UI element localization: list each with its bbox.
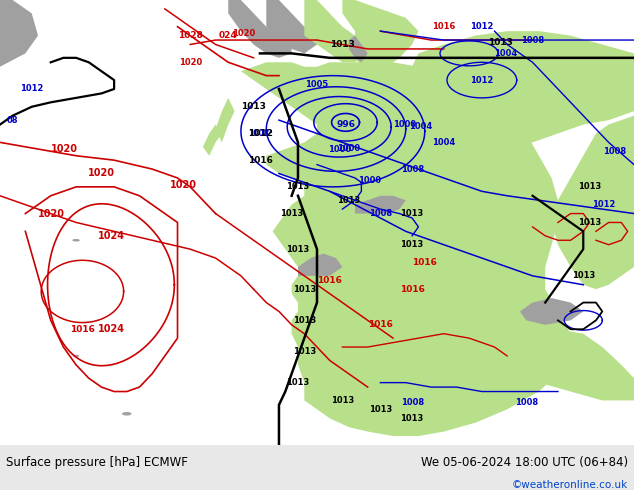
Text: 1013: 1013 — [287, 378, 309, 387]
Text: 1020: 1020 — [233, 29, 256, 38]
Text: 1016: 1016 — [70, 325, 95, 334]
Text: 1008⁴: 1008⁴ — [248, 129, 272, 138]
Text: 1013: 1013 — [242, 102, 266, 111]
Polygon shape — [266, 0, 317, 53]
Ellipse shape — [122, 412, 132, 416]
Text: 1012: 1012 — [248, 129, 273, 138]
Text: 1013: 1013 — [330, 40, 355, 49]
Text: 1008: 1008 — [369, 209, 392, 218]
Text: 1013: 1013 — [337, 196, 360, 205]
Text: 1000: 1000 — [337, 144, 360, 153]
Polygon shape — [203, 124, 222, 156]
Text: Surface pressure [hPa] ECMWF: Surface pressure [hPa] ECMWF — [6, 457, 188, 469]
Text: 1013: 1013 — [401, 240, 424, 249]
Text: 1004: 1004 — [409, 122, 432, 131]
Text: 1012: 1012 — [470, 22, 493, 31]
Text: 996: 996 — [336, 120, 355, 129]
Text: 024: 024 — [219, 31, 238, 40]
Text: 1004: 1004 — [495, 49, 518, 58]
Text: 1005: 1005 — [306, 80, 328, 89]
Text: We 05-06-2024 18:00 UTC (06+84): We 05-06-2024 18:00 UTC (06+84) — [420, 457, 628, 469]
Text: 1013: 1013 — [293, 285, 316, 294]
Polygon shape — [520, 298, 583, 325]
Text: 1008: 1008 — [515, 398, 538, 407]
Text: 1013: 1013 — [287, 245, 309, 254]
Text: 1016: 1016 — [432, 22, 455, 31]
Text: 1016: 1016 — [399, 285, 425, 294]
Text: 1013: 1013 — [287, 182, 309, 192]
Text: 1013: 1013 — [488, 38, 514, 47]
Text: 1012: 1012 — [20, 84, 43, 94]
Polygon shape — [349, 36, 368, 62]
Text: 1016: 1016 — [412, 258, 437, 267]
Text: 1020: 1020 — [88, 168, 115, 178]
Text: 1008: 1008 — [401, 398, 424, 407]
Polygon shape — [609, 196, 634, 227]
Text: 1000: 1000 — [358, 176, 381, 185]
Polygon shape — [216, 98, 235, 143]
Polygon shape — [298, 254, 342, 276]
Polygon shape — [304, 0, 368, 62]
Ellipse shape — [72, 239, 80, 242]
Text: 1000: 1000 — [328, 145, 351, 153]
Polygon shape — [495, 329, 634, 400]
Text: 1020: 1020 — [38, 209, 65, 219]
Text: 1013: 1013 — [280, 209, 303, 218]
Polygon shape — [552, 116, 634, 289]
Polygon shape — [0, 0, 38, 67]
Text: 1008: 1008 — [521, 36, 544, 45]
Text: ©weatheronline.co.uk: ©weatheronline.co.uk — [512, 480, 628, 490]
Text: 1024: 1024 — [98, 324, 124, 334]
Text: 1013: 1013 — [578, 182, 601, 192]
Text: 1012: 1012 — [592, 200, 615, 209]
Text: 1020: 1020 — [179, 58, 202, 67]
Text: 1012: 1012 — [470, 75, 493, 85]
Polygon shape — [228, 0, 292, 58]
Text: 1008: 1008 — [604, 147, 626, 156]
Text: 1013: 1013 — [369, 405, 392, 414]
Text: 1020: 1020 — [171, 180, 197, 190]
Text: 1013: 1013 — [401, 414, 424, 423]
Text: 08: 08 — [7, 116, 18, 124]
Text: 1020: 1020 — [51, 144, 78, 154]
Text: 1016: 1016 — [248, 156, 273, 165]
Text: 1013: 1013 — [331, 396, 354, 405]
Polygon shape — [412, 31, 634, 143]
Text: 1004: 1004 — [432, 138, 455, 147]
Text: 1013: 1013 — [293, 316, 316, 325]
Text: 1028: 1028 — [178, 31, 203, 40]
Text: 1013: 1013 — [578, 218, 601, 227]
Ellipse shape — [73, 355, 79, 357]
Text: 1013: 1013 — [572, 271, 595, 280]
Text: 1000: 1000 — [393, 120, 416, 129]
Text: 1016: 1016 — [317, 276, 342, 285]
Polygon shape — [241, 62, 571, 436]
Text: 1016: 1016 — [368, 320, 393, 329]
Text: 1024: 1024 — [98, 231, 124, 241]
Text: 1013: 1013 — [401, 209, 424, 218]
Polygon shape — [342, 0, 418, 71]
Text: 1013: 1013 — [293, 347, 316, 356]
Text: 1008: 1008 — [401, 165, 424, 173]
Polygon shape — [355, 196, 406, 214]
